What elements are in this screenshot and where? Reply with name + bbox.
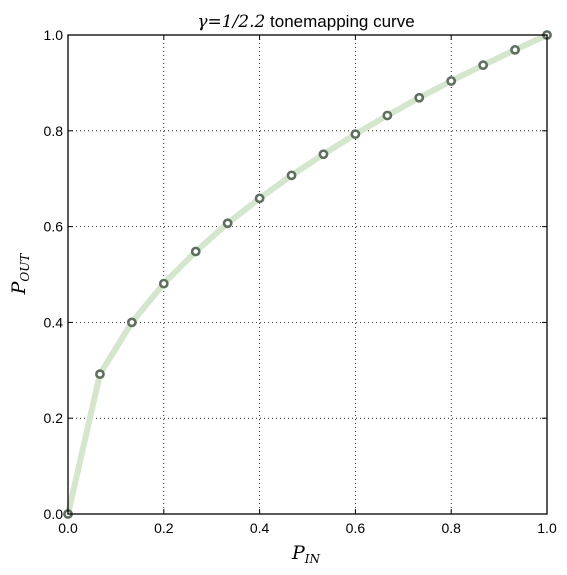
- data-point: [382, 110, 393, 121]
- data-point: [126, 317, 137, 328]
- ticks: 0.0 0.2 0.4 0.6 0.8 1.0 0.0 0.2 0.4 0.6 0.8 1.0: [44, 27, 557, 536]
- x-tick-label: 0.4: [250, 520, 270, 536]
- x-axis-label: PIN: [291, 542, 321, 566]
- x-tick-label: 0.8: [441, 520, 461, 536]
- x-axis-label-sub: IN: [304, 552, 321, 566]
- y-axis-label-main: P: [8, 280, 30, 295]
- y-tick-label: 0.6: [44, 219, 64, 235]
- data-point: [95, 369, 105, 380]
- y-tick-label: 0.2: [44, 410, 64, 426]
- data-point: [222, 218, 233, 229]
- data-point: [286, 170, 297, 181]
- y-axis-label-sub: OUT: [18, 253, 32, 282]
- series-line: [65, 32, 550, 517]
- x-axis-label-main: P: [291, 542, 306, 564]
- x-tick-label: 1.0: [537, 520, 557, 536]
- data-point: [350, 129, 361, 140]
- y-tick-label: 0.0: [44, 506, 64, 522]
- plot-frame: [67, 34, 548, 515]
- y-tick-label: 1.0: [44, 27, 64, 43]
- data-point: [190, 246, 201, 257]
- chart-title-text: tonemapping curve: [265, 12, 414, 31]
- series: [63, 30, 552, 519]
- data-point: [510, 44, 520, 55]
- x-tick-label: 0.6: [346, 520, 366, 536]
- y-tick-label: 0.4: [44, 314, 64, 330]
- data-point: [478, 60, 489, 71]
- grid: [67, 34, 548, 515]
- data-point: [446, 76, 457, 86]
- x-tick-label: 0.0: [58, 520, 78, 536]
- y-tick-label: 0.8: [44, 123, 64, 139]
- data-point: [318, 149, 329, 160]
- data-point: [414, 92, 425, 103]
- chart-title: γ=1/2.2 tonemapping curve: [197, 12, 414, 32]
- chart-title-math: γ=1/2.2: [197, 12, 265, 32]
- y-axis-label: POUT: [8, 253, 32, 296]
- data-point: [158, 278, 169, 289]
- x-tick-label: 0.2: [154, 520, 174, 536]
- data-point: [254, 193, 265, 204]
